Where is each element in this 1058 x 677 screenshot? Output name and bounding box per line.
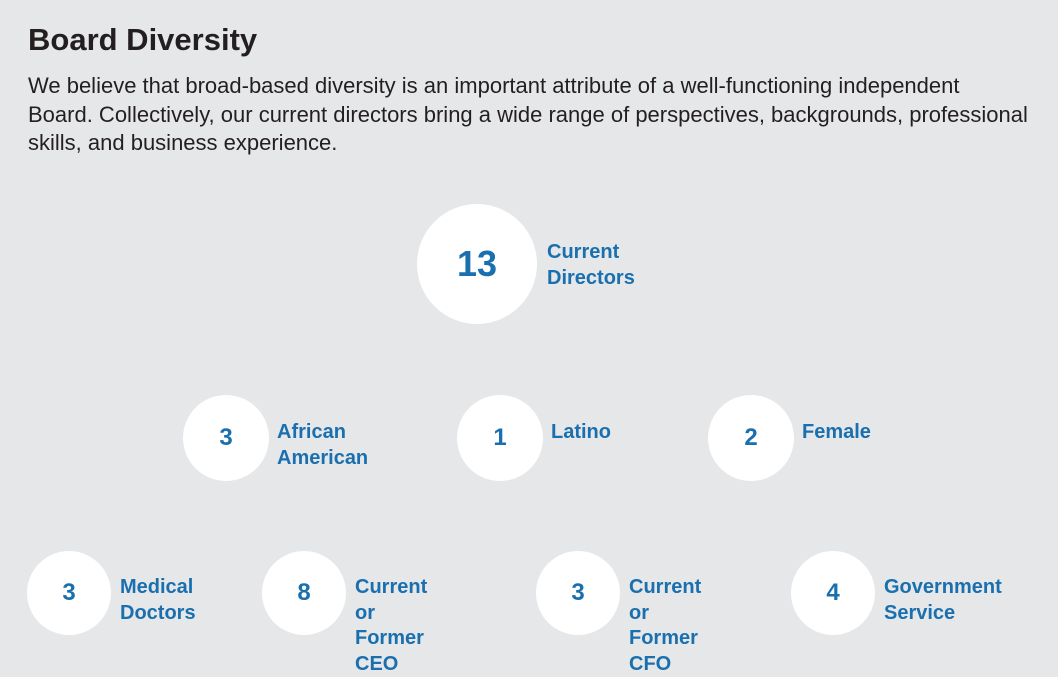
stat-label: Current or Former CEO	[355, 576, 428, 675]
stat-label: Latino	[551, 421, 611, 443]
stat-label: Government Service	[884, 576, 1002, 624]
stat-value-circle: 13	[417, 204, 537, 324]
stat-label: Current Directors	[547, 241, 635, 289]
stat-label: Medical Doctors	[120, 576, 196, 624]
stat-value-circle: 3	[536, 551, 620, 635]
intro-paragraph: We believe that broad-based diversity is…	[28, 73, 1028, 155]
stat-value-circle: 3	[27, 551, 111, 635]
stat-label: Current or Former CFO	[629, 576, 702, 675]
stat-label: African American	[277, 421, 369, 469]
stat-value-circle: 4	[791, 551, 875, 635]
stat-value-circle: 1	[457, 395, 543, 481]
stat-value-circle: 8	[262, 551, 346, 635]
stat-label: Female	[802, 421, 871, 443]
stat-value-circle: 3	[183, 395, 269, 481]
page-title: Board Diversity	[28, 22, 258, 57]
stat-value-circle: 2	[708, 395, 794, 481]
